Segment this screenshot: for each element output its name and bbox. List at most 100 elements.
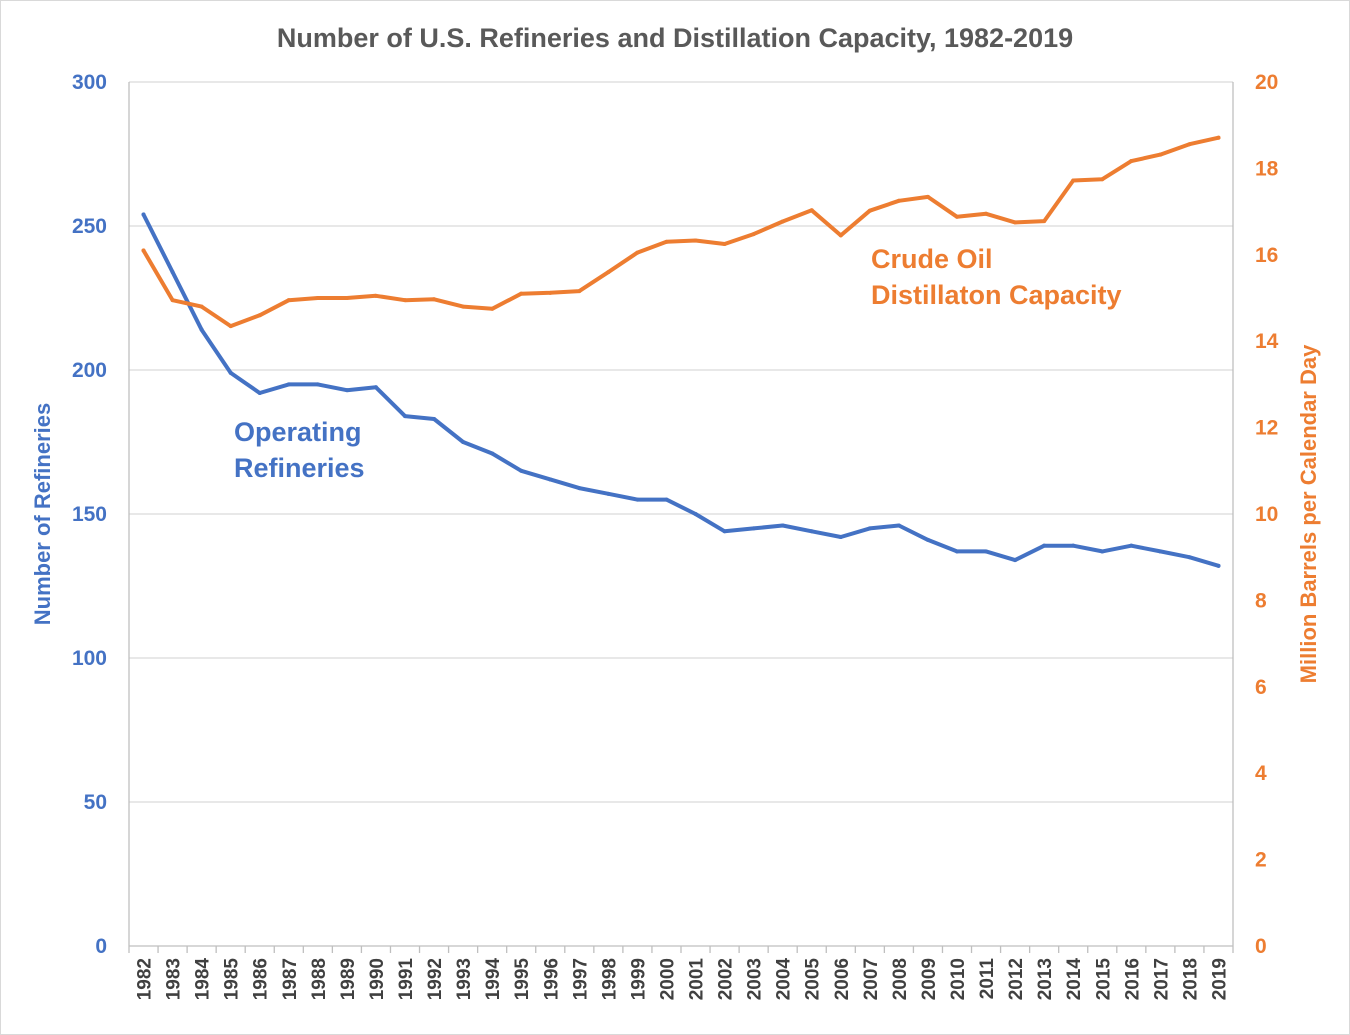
left-tick-label: 200 xyxy=(72,359,107,382)
axes xyxy=(128,82,1234,953)
data-point-operating-refineries xyxy=(1129,543,1134,548)
data-point-operating-refineries xyxy=(315,382,320,387)
data-point-operating-refineries xyxy=(257,391,262,396)
data-point-crude-oil-distillation-capacity xyxy=(170,298,175,303)
data-point-operating-refineries xyxy=(664,497,669,502)
chart-title: Number of U.S. Refineries and Distillati… xyxy=(277,23,1073,53)
data-point-crude-oil-distillation-capacity xyxy=(984,211,989,216)
data-point-crude-oil-distillation-capacity xyxy=(867,208,872,213)
data-point-crude-oil-distillation-capacity xyxy=(286,298,291,303)
data-point-operating-refineries xyxy=(984,549,989,554)
data-point-operating-refineries xyxy=(1187,555,1192,560)
data-point-crude-oil-distillation-capacity xyxy=(693,238,698,243)
data-point-crude-oil-distillation-capacity xyxy=(1187,142,1192,147)
x-tick-label: 1987 xyxy=(280,958,301,1000)
data-point-operating-refineries xyxy=(141,212,146,217)
data-point-operating-refineries xyxy=(1158,549,1163,554)
right-tick-label: 8 xyxy=(1255,589,1267,612)
data-point-operating-refineries xyxy=(344,388,349,393)
x-tick-label: 2004 xyxy=(774,958,795,1001)
right-tick-label: 16 xyxy=(1255,244,1278,267)
x-tick-label: 1999 xyxy=(628,958,649,1000)
x-tick-label: 2013 xyxy=(1035,958,1056,1000)
data-point-crude-oil-distillation-capacity xyxy=(490,306,495,311)
x-tick-label: 2005 xyxy=(803,958,824,1001)
x-tick-label: 2000 xyxy=(657,958,678,1000)
data-point-crude-oil-distillation-capacity xyxy=(1042,219,1047,224)
right-tick-label: 14 xyxy=(1255,330,1279,353)
data-point-operating-refineries xyxy=(432,416,437,421)
data-point-crude-oil-distillation-capacity xyxy=(635,250,640,255)
x-tick-label: 1992 xyxy=(425,958,446,1000)
left-tick-label: 300 xyxy=(72,71,107,94)
data-point-operating-refineries xyxy=(780,523,785,528)
x-tick-label: 1985 xyxy=(222,958,243,1001)
data-point-operating-refineries xyxy=(286,382,291,387)
series-annotation: Distillaton Capacity xyxy=(871,280,1122,310)
right-axis-ticks: 0 2 4 6 8 10 12 14 16 18 20 xyxy=(1255,71,1279,958)
data-point-crude-oil-distillation-capacity xyxy=(1129,159,1134,164)
data-point-operating-refineries xyxy=(1216,563,1221,568)
data-point-crude-oil-distillation-capacity xyxy=(664,239,669,244)
data-point-crude-oil-distillation-capacity xyxy=(548,290,553,295)
gridlines xyxy=(129,81,1233,803)
right-tick-label: 2 xyxy=(1255,849,1267,872)
data-point-operating-refineries xyxy=(1013,558,1018,563)
x-tick-label: 2006 xyxy=(832,958,853,1000)
right-tick-label: 18 xyxy=(1255,157,1279,180)
data-point-operating-refineries xyxy=(635,497,640,502)
data-point-crude-oil-distillation-capacity xyxy=(1100,177,1105,182)
data-point-operating-refineries xyxy=(373,385,378,390)
x-axis-ticks: 1982 1983 1984 1985 1986 1987 1988 1989 1990 1991… xyxy=(135,958,1231,1001)
data-point-crude-oil-distillation-capacity xyxy=(403,298,407,303)
data-point-crude-oil-distillation-capacity xyxy=(257,313,262,318)
data-point-operating-refineries xyxy=(228,370,233,375)
data-point-operating-refineries xyxy=(722,529,727,534)
data-point-crude-oil-distillation-capacity xyxy=(722,242,727,246)
left-tick-label: 150 xyxy=(72,503,107,526)
data-point-operating-refineries xyxy=(955,549,959,554)
x-tick-label: 2003 xyxy=(745,958,766,1000)
x-tick-label: 2019 xyxy=(1209,958,1230,1000)
data-point-operating-refineries xyxy=(896,523,901,528)
data-point-operating-refineries xyxy=(403,414,407,419)
x-tick-label: 1993 xyxy=(454,958,475,1000)
series-line-crude-oil-distillation-capacity xyxy=(141,135,1221,329)
series-lines xyxy=(141,135,1221,568)
x-tick-label: 1994 xyxy=(483,958,504,1001)
data-point-crude-oil-distillation-capacity xyxy=(199,304,204,309)
x-tick-label: 2017 xyxy=(1151,958,1172,1000)
data-point-crude-oil-distillation-capacity xyxy=(577,289,582,294)
data-point-operating-refineries xyxy=(1100,549,1105,554)
data-point-crude-oil-distillation-capacity xyxy=(461,304,466,309)
x-tick-label: 1995 xyxy=(512,958,533,1001)
right-tick-label: 12 xyxy=(1255,417,1278,440)
x-tick-label: 2014 xyxy=(1064,958,1085,1001)
x-tick-label: 2015 xyxy=(1093,958,1114,1001)
right-tick-label: 6 xyxy=(1255,676,1267,699)
data-point-crude-oil-distillation-capacity xyxy=(228,324,233,329)
data-point-operating-refineries xyxy=(1071,543,1076,548)
x-tick-label: 1998 xyxy=(599,958,620,1000)
data-point-operating-refineries xyxy=(461,440,466,444)
x-tick-label: 2011 xyxy=(977,958,998,1000)
data-point-operating-refineries xyxy=(925,537,930,542)
left-tick-label: 50 xyxy=(84,791,107,814)
data-point-crude-oil-distillation-capacity xyxy=(606,270,611,275)
x-tick-label: 1982 xyxy=(135,958,156,1000)
data-point-crude-oil-distillation-capacity xyxy=(1071,178,1076,183)
series-annotation: Refineries xyxy=(234,453,365,483)
x-tick-label: 2018 xyxy=(1180,958,1201,1000)
data-point-crude-oil-distillation-capacity xyxy=(315,296,320,300)
x-tick-label: 1984 xyxy=(193,958,214,1001)
data-point-crude-oil-distillation-capacity xyxy=(1013,220,1018,225)
right-tick-label: 0 xyxy=(1255,935,1267,958)
data-point-crude-oil-distillation-capacity xyxy=(751,232,756,237)
data-point-crude-oil-distillation-capacity xyxy=(373,293,378,298)
right-tick-label: 10 xyxy=(1255,503,1278,526)
series-line-operating-refineries xyxy=(141,212,1221,568)
x-tick-label: 2007 xyxy=(861,958,882,1000)
x-tick-label: 2016 xyxy=(1122,958,1143,1000)
x-tick-label: 1983 xyxy=(164,958,185,1000)
